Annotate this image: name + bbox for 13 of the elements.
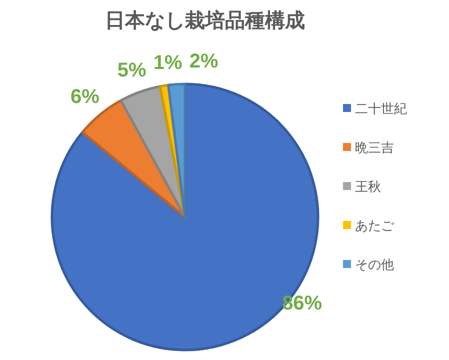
- data-label: 1%: [153, 52, 182, 74]
- pie-slice: [167, 82, 186, 218]
- legend-label: 晩三吉: [355, 140, 394, 155]
- data-label: 5%: [117, 59, 146, 82]
- chart-title: 日本なし栽培品種構成: [105, 9, 305, 32]
- legend-label: 王秋: [355, 179, 381, 194]
- data-label: 2%: [189, 50, 218, 72]
- legend-label: その他: [355, 257, 394, 272]
- data-label: 6%: [70, 86, 100, 108]
- pie-slice: [50, 82, 320, 352]
- legend-label: あたご: [355, 218, 395, 233]
- pie-slice: [120, 85, 186, 218]
- legend-label: 二十世紀: [355, 101, 407, 116]
